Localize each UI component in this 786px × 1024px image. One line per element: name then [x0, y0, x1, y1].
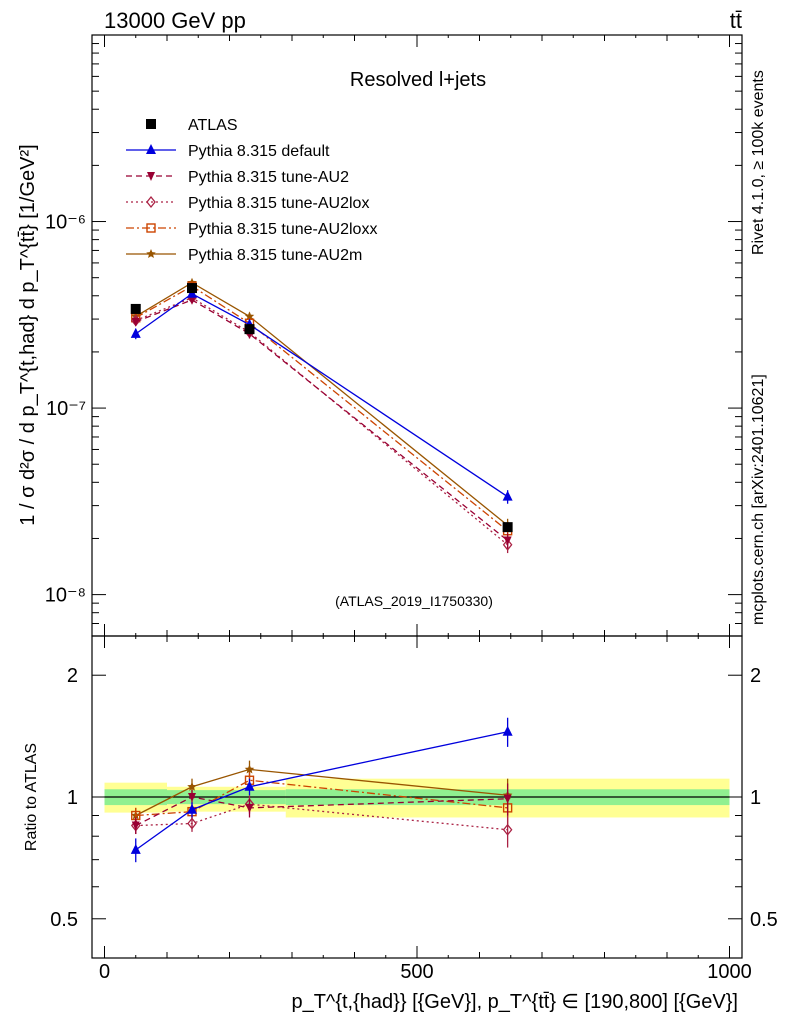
chart-title: Resolved l+jets [350, 69, 486, 91]
ratio-y-tick-label: 1 [67, 787, 78, 809]
series-line [135, 293, 508, 498]
data-point [502, 725, 513, 736]
legend-label: ATLAS [188, 117, 238, 134]
series-line [135, 281, 509, 526]
main-panel: 10⁻⁶ 10⁻⁷ 10⁻⁸ Resolved l+jets 1 / σ d²σ / d… [17, 34, 743, 637]
x-tick-label: 500 [400, 961, 433, 983]
rivet-label: Rivet 4.1.0, ≥ 100k events [750, 70, 767, 255]
data-point [130, 843, 141, 854]
analysis-watermark: (ATLAS_2019_I1750330) [335, 593, 493, 609]
legend-marker [147, 172, 155, 181]
data-point [130, 303, 141, 314]
data-point [502, 490, 513, 501]
series-pythia-8-315-tune-au2 [131, 295, 512, 549]
data-point [187, 283, 197, 294]
ratio-y-tick-label: 2 [67, 665, 78, 687]
data-point [502, 522, 513, 533]
series-line [135, 768, 508, 817]
data-point [502, 538, 513, 551]
legend-marker [146, 249, 156, 259]
legend-item: Pythia 8.315 tune-AU2 [126, 169, 349, 186]
ratio-y-tick-label: 0.5 [50, 909, 78, 931]
data-point [131, 317, 140, 327]
data-point [503, 794, 512, 804]
data-point [188, 793, 196, 802]
legend-item: Pythia 8.315 tune-AU2loxx [126, 221, 377, 238]
ratio-panel: 0.5 0.5 1 1 2 2 0 500 1000 Ratio to ATLAS p_T^{t,{… [23, 635, 778, 1013]
data-point [244, 324, 255, 335]
legend-marker [146, 195, 156, 209]
data-point [187, 781, 197, 791]
data-point [188, 295, 196, 305]
legend-label: Pythia 8.315 tune-AU2loxx [188, 221, 377, 238]
y-axis-label: 1 / σ d²σ / d p_T^{t,had} d p_T^{tt̄} [1… [17, 144, 39, 525]
legend-item: Pythia 8.315 tune-AU2lox [126, 195, 369, 212]
data-point [503, 536, 512, 546]
header-right: tt̄ [730, 8, 742, 33]
legend-marker [146, 223, 156, 233]
series-pythia-8-315-tune-au2loxx [131, 281, 513, 539]
legend-label: Pythia 8.315 tune-AU2 [188, 169, 349, 186]
series-line [135, 731, 508, 851]
ratio-y-tick-label-right: 2 [750, 665, 761, 687]
x-tick-label: 1000 [707, 961, 752, 983]
series-line [135, 803, 508, 831]
data-point [502, 823, 513, 836]
data-point [244, 311, 255, 321]
series-line [135, 299, 509, 542]
data-point [244, 780, 255, 791]
legend-label: Pythia 8.315 tune-AU2m [188, 247, 362, 264]
series-line [135, 285, 509, 532]
legend-item: ATLAS [146, 117, 238, 134]
series-line [135, 297, 509, 546]
x-axis-label: p_T^{t,{had}} [{GeV}], p_T^{tt̄} ∈ [190,… [291, 991, 738, 1013]
legend: ATLAS Pythia 8.315 default Pythia 8.315 tu… [126, 117, 377, 264]
legend-label: Pythia 8.315 tune-AU2lox [188, 195, 369, 212]
ratio-y-axis-label: Ratio to ATLAS [23, 743, 40, 851]
ratio-y-tick-label-right: 1 [750, 787, 761, 809]
y-tick-label: 10⁻⁶ [45, 212, 86, 234]
x-tick-label: 0 [99, 961, 110, 983]
legend-item: Pythia 8.315 default [126, 143, 330, 160]
data-point [187, 803, 197, 814]
ratio-y-tick-label-right: 0.5 [750, 909, 778, 931]
series-atlas [130, 283, 513, 533]
y-tick-label: 10⁻⁷ [46, 398, 86, 420]
series-pythia-8-315-tune-au2 [131, 783, 512, 835]
data-point [245, 803, 254, 813]
series-pythia-8-315-default [130, 717, 513, 863]
legend-item: Pythia 8.315 tune-AU2m [126, 247, 362, 264]
data-point [131, 821, 140, 831]
y-tick-label: 10⁻⁸ [45, 585, 86, 607]
data-point [187, 817, 197, 830]
legend-label: Pythia 8.315 default [188, 143, 330, 160]
series-line [135, 796, 508, 827]
series-line [135, 779, 508, 817]
series-pythia-8-315-tune-au2lox [130, 291, 513, 554]
mcplots-label: mcplots.cern.ch [arXiv:2401.10621] [750, 374, 767, 625]
legend-marker [146, 144, 156, 154]
header-left: 13000 GeV pp [104, 8, 246, 33]
data-point [130, 327, 141, 338]
series-pythia-8-315-default [130, 287, 513, 504]
legend-marker [146, 119, 156, 129]
series-pythia-8-315-tune-au2m [130, 277, 513, 533]
data-point [244, 764, 255, 774]
